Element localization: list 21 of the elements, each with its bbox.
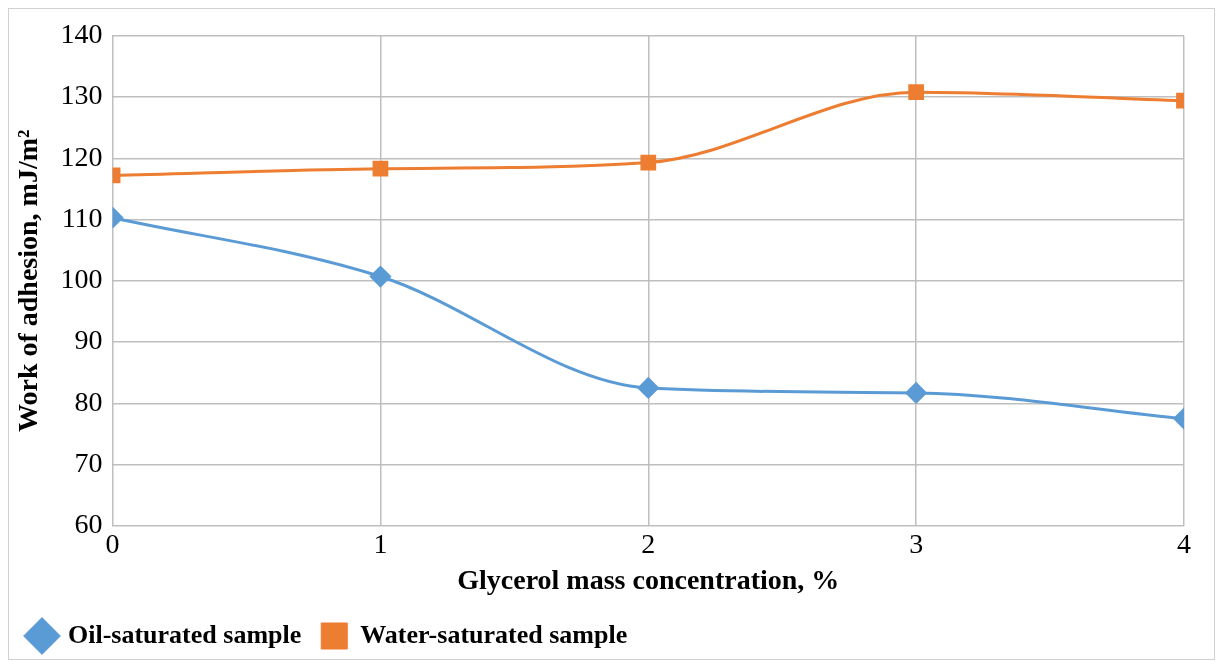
y-tick-label: 60 (74, 508, 103, 540)
x-tick-label: 2 (641, 527, 656, 559)
y-tick-label: 70 (74, 446, 103, 478)
y-tick-label: 120 (60, 140, 103, 172)
y-tick-label: 90 (74, 324, 103, 356)
x-tick-label: 0 (105, 527, 120, 559)
legend-label: Water-saturated sample (360, 619, 628, 649)
y-tick-label: 110 (61, 201, 103, 233)
y-tick-label: 80 (74, 385, 103, 417)
x-tick-label: 1 (373, 527, 388, 559)
y-tick-label: 130 (60, 79, 103, 111)
legend-label: Oil-saturated sample (68, 619, 302, 649)
x-tick-label: 3 (909, 527, 924, 559)
point (640, 154, 657, 171)
y-tick-label: 100 (60, 263, 103, 295)
y-tick-label: 140 (60, 18, 103, 50)
point (637, 377, 659, 399)
x-tick-label: 4 (1177, 527, 1191, 559)
y-axis-title: Work of adhesion, mJ/m² (12, 129, 44, 433)
x-axis-title: Glycerol mass concentration, % (457, 564, 840, 596)
point (372, 160, 389, 177)
